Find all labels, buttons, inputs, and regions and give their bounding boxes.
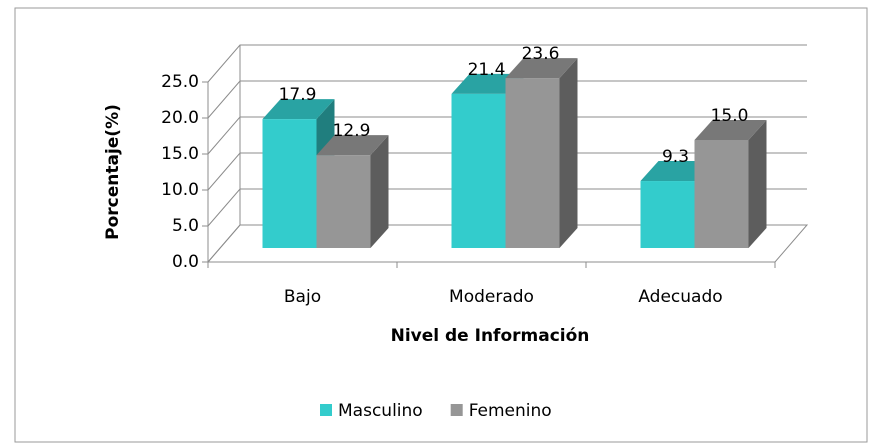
bar	[694, 120, 767, 248]
bar-side	[748, 120, 767, 248]
bar-top	[262, 99, 335, 120]
y-tick-label: 25.0	[161, 72, 199, 92]
x-axis-title: Nivel de Información	[391, 326, 590, 346]
grid-line	[207, 224, 807, 263]
x-tick-label: Moderado	[449, 287, 534, 307]
x-tick-label: Bajo	[284, 287, 321, 307]
data-label: 15.0	[711, 106, 749, 126]
data-label: 9.3	[662, 147, 689, 167]
legend-swatch	[450, 404, 463, 416]
grid-line	[207, 116, 807, 155]
data-label: 23.6	[522, 44, 560, 64]
legend-label: Masculino	[338, 401, 423, 421]
bar	[505, 58, 578, 248]
bar-front	[451, 93, 506, 248]
bar-front	[694, 140, 749, 248]
bar-front	[640, 181, 695, 248]
bar-top	[694, 120, 767, 140]
grid-line	[207, 80, 807, 119]
bar	[316, 135, 389, 248]
y-tick-label: 5.0	[172, 216, 199, 236]
bar-front	[262, 119, 317, 249]
grid-line	[207, 152, 807, 191]
data-label: 17.9	[279, 85, 317, 105]
legend-label: Femenino	[469, 401, 552, 421]
y-tick-label: 20.0	[161, 108, 199, 128]
y-tick-label: 10.0	[161, 180, 199, 200]
data-label: 12.9	[333, 121, 371, 141]
bar-top	[316, 135, 389, 156]
data-label: 21.4	[468, 60, 506, 80]
y-axis-title: Porcentaje(%)	[103, 104, 123, 240]
x-tick-label: Adecuado	[638, 287, 722, 307]
bar-front	[316, 155, 371, 248]
y-tick-label: 0.0	[172, 252, 199, 272]
bar-front	[505, 78, 560, 248]
bar-side	[370, 135, 389, 248]
grid-line	[207, 44, 807, 83]
bar-side	[559, 58, 578, 248]
grid-line	[207, 188, 807, 227]
bar-top	[505, 58, 578, 79]
legend-swatch	[320, 404, 332, 416]
y-tick-label: 15.0	[161, 144, 199, 164]
